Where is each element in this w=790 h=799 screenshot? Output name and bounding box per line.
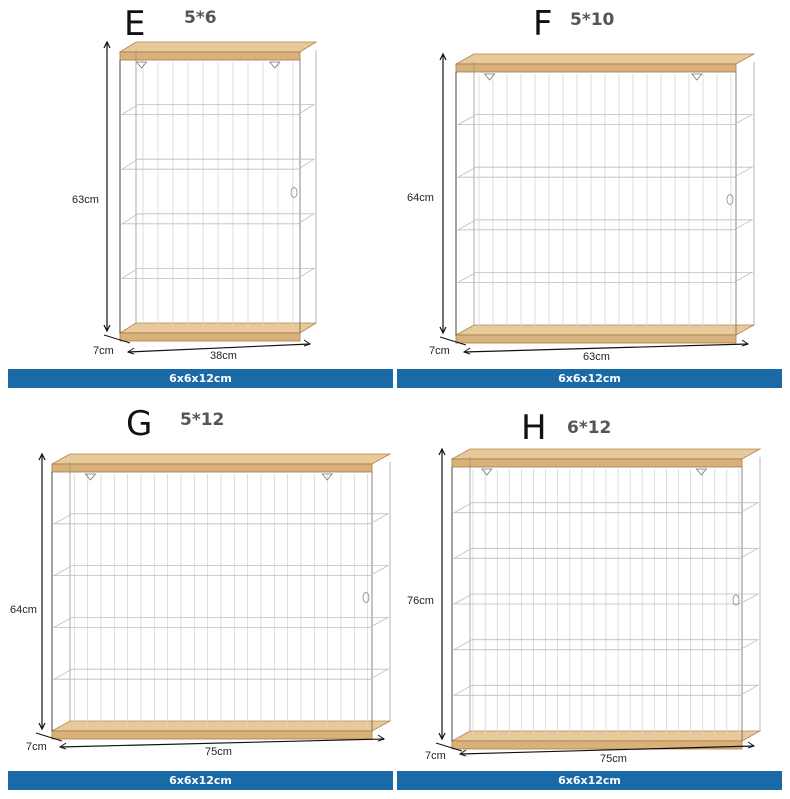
width-label: 63cm: [583, 351, 610, 363]
shelf: [52, 513, 390, 525]
panel-g: G 5*12 64cm 7cm 75cm 6x6x12cm: [0, 400, 395, 799]
shelf: [52, 565, 390, 577]
hook: [321, 473, 334, 481]
height-arrow-head-top: [439, 52, 447, 61]
spec-bar: 6x6x12cm: [397, 369, 782, 388]
variant-letter: F: [533, 4, 553, 44]
width-label: 75cm: [600, 753, 627, 765]
top-board-top: [118, 41, 318, 53]
width-arrow: [459, 745, 755, 755]
top-board-top: [50, 453, 392, 465]
shelf: [456, 219, 754, 231]
door-knob: [290, 187, 298, 198]
shelf: [120, 213, 316, 225]
width-label: 38cm: [210, 350, 237, 362]
depth-arrow: [439, 336, 467, 346]
width-arrow: [463, 343, 749, 353]
height-label: 64cm: [10, 604, 37, 616]
height-arrow-head-bottom: [103, 324, 111, 333]
shelf: [452, 684, 760, 696]
grid-size-label: 5*12: [180, 410, 225, 430]
spec-bar: 6x6x12cm: [8, 771, 393, 790]
hook: [695, 468, 708, 476]
width-arrow-head-right: [747, 741, 756, 749]
bottom-board-front: [51, 730, 373, 740]
depth-arrow: [435, 742, 463, 752]
shelf: [452, 547, 760, 559]
shelf: [120, 158, 316, 170]
shelf: [52, 668, 390, 680]
width-arrow-head-left: [458, 749, 467, 757]
cabinet-g-drawing: [35, 452, 392, 750]
depth-label: 7cm: [425, 750, 446, 762]
hook: [135, 61, 148, 69]
width-arrow-head-right: [303, 339, 312, 347]
panel-e: E 5*6 63cm 7cm 38cm 6x6x12cm: [0, 0, 395, 399]
shelf: [452, 502, 760, 514]
width-arrow-head-left: [58, 742, 67, 750]
cabinet-e-drawing: [103, 40, 318, 355]
shelf: [452, 639, 760, 651]
depth-label: 7cm: [26, 741, 47, 753]
shelf: [456, 271, 754, 283]
bottom-board-front: [451, 740, 743, 750]
height-label: 63cm: [72, 194, 99, 206]
depth-label: 7cm: [93, 345, 114, 357]
cabinet-h-drawing: [435, 447, 762, 757]
depth-arrow: [103, 334, 131, 344]
grid-size-label: 5*6: [184, 8, 217, 28]
top-board-front: [119, 51, 301, 61]
shelf: [120, 104, 316, 115]
width-arrow-head-left: [126, 347, 135, 355]
hook: [483, 73, 496, 81]
height-label: 76cm: [407, 595, 434, 607]
shelf: [456, 114, 754, 125]
shelf: [452, 593, 760, 605]
spec-bar: 6x6x12cm: [8, 369, 393, 388]
width-arrow-head-right: [741, 339, 750, 347]
width-label: 75cm: [205, 746, 232, 758]
door-knob: [726, 194, 734, 205]
width-arrow: [59, 738, 385, 748]
shelf: [120, 267, 316, 279]
height-arrow-head-top: [38, 452, 46, 461]
panel-f: F 5*10 64cm 7cm 63cm 6x6x12cm: [395, 0, 790, 399]
shelf: [456, 166, 754, 178]
top-board-front: [51, 463, 373, 473]
hook: [268, 61, 281, 69]
hook: [690, 73, 703, 81]
shelf: [52, 616, 390, 628]
variant-letter: H: [521, 408, 547, 448]
hook: [480, 468, 493, 476]
depth-label: 7cm: [429, 345, 450, 357]
cabinet-f-drawing: [439, 52, 756, 355]
top-board-front: [455, 63, 737, 73]
hook: [84, 473, 97, 481]
height-arrow-head-bottom: [439, 326, 447, 335]
panel-h: H 6*12 76cm 7cm 75cm 6x6x12cm: [395, 400, 790, 799]
width-arrow: [127, 343, 311, 353]
top-board-top: [454, 53, 756, 65]
variant-letter: E: [124, 4, 146, 44]
height-arrow-head-top: [438, 447, 446, 456]
width-arrow-head-left: [462, 347, 471, 355]
door-knob: [732, 594, 740, 606]
height-arrow-head-bottom: [438, 732, 446, 741]
spec-bar: 6x6x12cm: [397, 771, 782, 790]
width-arrow-head-right: [377, 734, 386, 742]
height-label: 64cm: [407, 192, 434, 204]
variant-letter: G: [126, 404, 153, 444]
top-board-front: [451, 458, 743, 468]
height-arrow-head-bottom: [38, 722, 46, 731]
top-board-top: [450, 448, 762, 460]
depth-arrow: [35, 732, 63, 742]
bottom-board-front: [455, 334, 737, 344]
height-arrow-head-top: [103, 40, 111, 49]
door-knob: [362, 592, 370, 603]
bottom-board-front: [119, 332, 301, 342]
grid-size-label: 6*12: [567, 418, 612, 438]
grid-size-label: 5*10: [570, 10, 615, 30]
